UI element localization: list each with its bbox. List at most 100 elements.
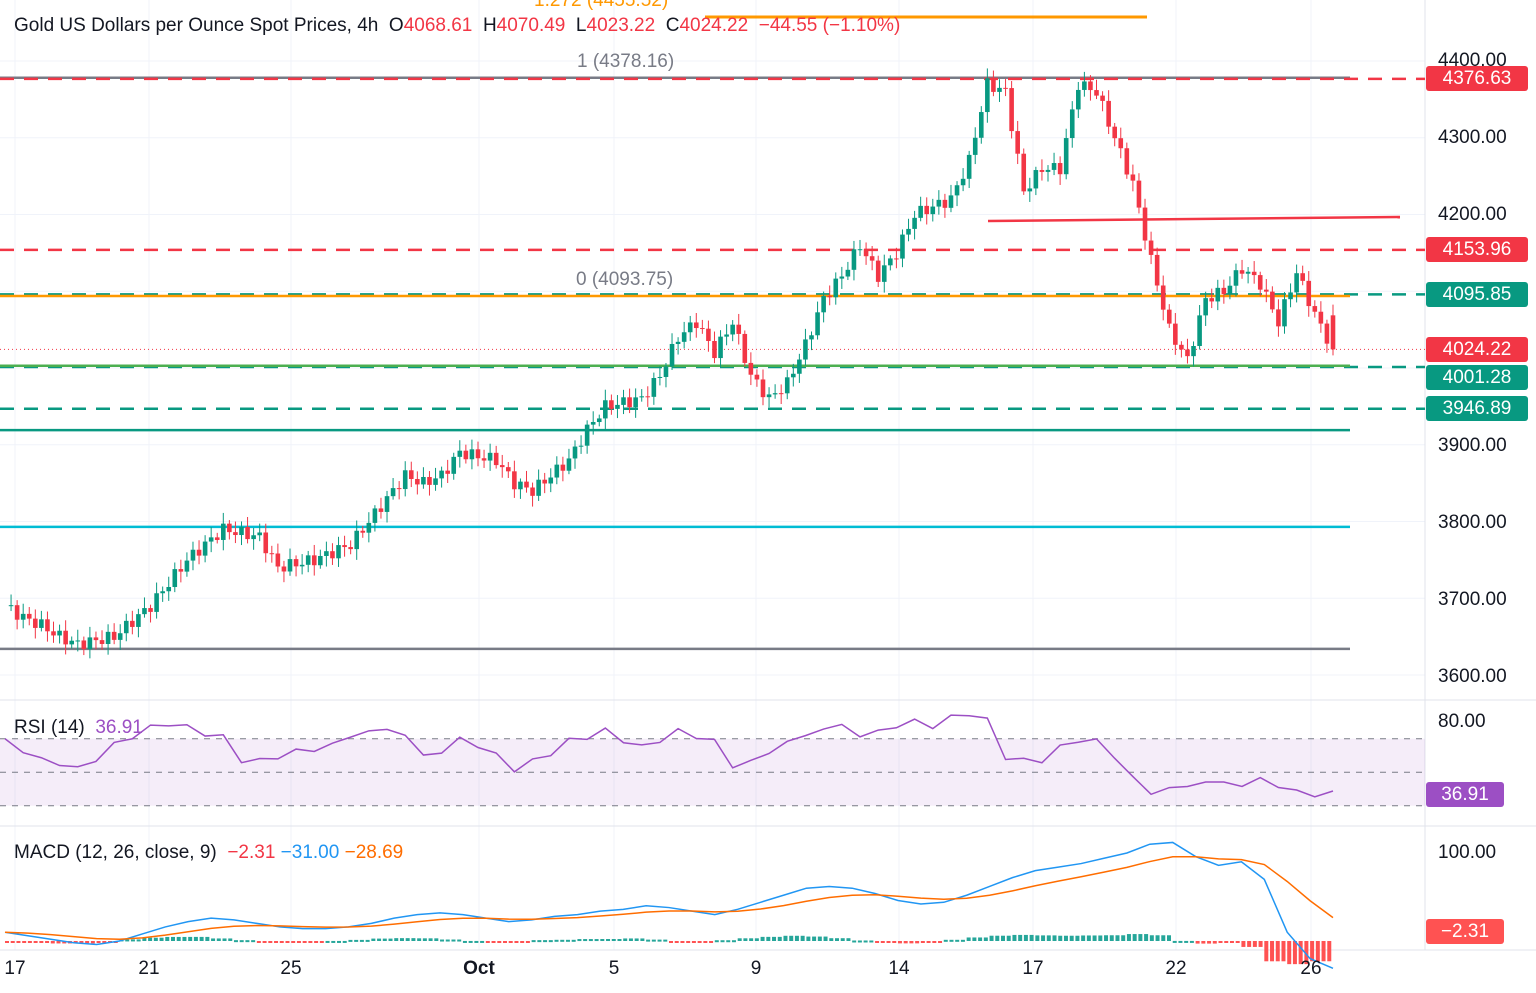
macd-histogram-bar (1132, 934, 1137, 941)
candle-body (123, 620, 129, 634)
signal-line (4, 855, 1334, 940)
rsi-value: 36.91 (95, 717, 143, 738)
candle-body (130, 620, 135, 627)
candle-body (615, 404, 620, 409)
fib-1-label: 1 (4378.16) (577, 51, 675, 72)
low-label: L (575, 15, 587, 36)
macd-histogram-bar (1218, 941, 1223, 943)
macd-histogram-bar (674, 941, 679, 943)
candle-body (894, 258, 899, 260)
candle-body (451, 456, 457, 474)
macd-histogram-bar (709, 941, 714, 943)
candle-body (348, 547, 353, 550)
candle-body (1027, 188, 1033, 192)
candle-body (1015, 131, 1020, 154)
candle-body (396, 488, 402, 490)
macd-histogram-bar (772, 936, 777, 941)
macd-histogram-bar (1270, 941, 1275, 962)
macd-histogram-bar (474, 940, 479, 943)
candle-body (712, 340, 717, 359)
candle-body (457, 450, 463, 457)
macd-histogram-bar (806, 936, 811, 941)
macd-histogram-bar (79, 941, 84, 944)
macd-histogram-bar (760, 936, 765, 941)
macd-histogram-bar (1029, 934, 1034, 941)
macd-histogram-bar (216, 938, 221, 941)
candle-body (948, 195, 954, 208)
candle-body (190, 549, 196, 561)
candle-body (851, 249, 857, 270)
candle-body (1112, 126, 1117, 139)
macd-histogram-bar (199, 936, 204, 941)
candle-body (651, 378, 657, 397)
candle-body (1209, 298, 1215, 302)
candle-body (8, 605, 14, 607)
macd-histogram-bar (565, 939, 570, 942)
candle-body (1294, 273, 1299, 293)
macd-histogram-bar (440, 939, 445, 942)
candle-body (542, 479, 547, 484)
candle-body (1215, 287, 1221, 302)
macd-histogram-bar (136, 939, 141, 942)
candle-body (1306, 280, 1312, 307)
fib-0-label: 0 (4093.75) (576, 269, 674, 290)
candle-body (900, 234, 905, 259)
candle-body (778, 393, 784, 395)
macd-histogram-bar (193, 936, 198, 941)
macd-histogram-bar (657, 939, 662, 942)
macd-histogram-bar (377, 938, 382, 941)
candle-body (997, 87, 1002, 92)
candle-body (1100, 95, 1105, 101)
macd-histogram-bar (1069, 935, 1074, 941)
macd-histogram-bar (531, 940, 536, 943)
candle-body (1312, 306, 1318, 312)
macd-histogram-bar (1052, 935, 1057, 941)
macd-histogram-bar (749, 938, 754, 941)
macd-histogram-bar (279, 941, 284, 943)
macd-histogram-bar (926, 941, 931, 943)
candle-body (142, 608, 147, 615)
candle-body (354, 530, 360, 550)
macd-histogram-bar (308, 941, 313, 943)
macd-histogram-bar (1092, 935, 1097, 941)
candle-body (214, 537, 220, 540)
candle-body (742, 333, 748, 363)
macd-histogram-bar (634, 938, 639, 941)
macd-histogram-bar (714, 940, 719, 943)
macd-histogram-bar (497, 941, 502, 943)
macd-histogram-bar (1149, 935, 1154, 941)
candle-body (748, 362, 754, 375)
macd-histogram-bar (1241, 941, 1246, 947)
price-axis-label: 3800.00 (1438, 512, 1507, 533)
candle-body (1039, 170, 1045, 172)
macd-histogram-bar (211, 938, 216, 941)
price-axis-label: 3900.00 (1438, 435, 1507, 456)
macd-histogram-bar (291, 941, 296, 943)
macd-histogram-bar (594, 939, 599, 942)
candle-body (791, 373, 796, 378)
candle-body (603, 400, 608, 419)
macd-histogram-bar (268, 941, 273, 943)
candle-body (809, 335, 814, 340)
macd-histogram-bar (1304, 941, 1309, 965)
candle-body (336, 545, 341, 559)
candle-body (487, 452, 493, 461)
macd-histogram-bar (50, 941, 55, 944)
candle-body (857, 249, 863, 251)
candle-body (766, 394, 772, 398)
candle-body (136, 614, 141, 627)
macd-histogram-bar (1006, 935, 1011, 941)
macd-histogram-bar (669, 941, 673, 943)
candle-body (524, 481, 529, 488)
macd-histogram-bar (1189, 940, 1194, 943)
candle-body (669, 343, 675, 367)
macd-histogram-bar (102, 941, 107, 943)
candle-body (1318, 311, 1324, 324)
macd-histogram-bar (1155, 935, 1160, 941)
candle-body (251, 535, 256, 540)
candle-body (57, 630, 62, 636)
date-label: 14 (888, 958, 910, 979)
macd-histogram-bar (1327, 941, 1332, 962)
date-label: 9 (750, 958, 762, 979)
